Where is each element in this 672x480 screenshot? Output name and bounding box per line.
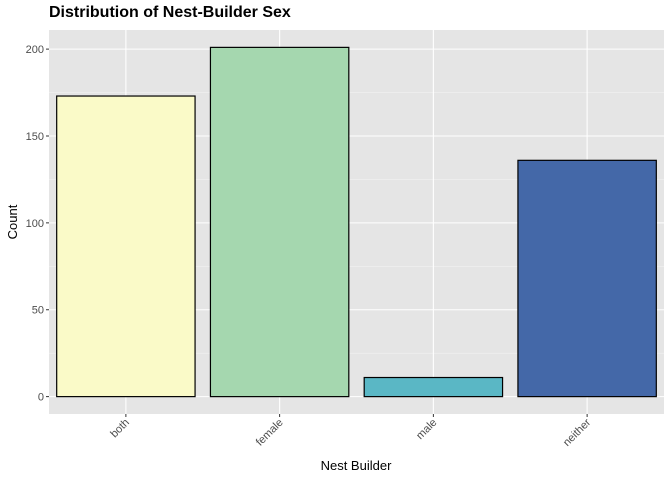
y-tick-label: 100 [26,218,44,230]
x-axis: both female male neither [108,414,593,449]
y-tick-label: 50 [32,305,44,317]
y-axis-title: Count [5,204,20,239]
bar-male [363,376,504,398]
y-tick-label: 0 [38,392,44,404]
bars [56,46,657,398]
bar-neither [517,159,657,398]
x-tick-label: male [414,417,439,442]
bar-both [56,95,196,398]
y-axis: 0 50 100 150 200 [26,44,49,404]
x-axis-title: Nest Builder [321,458,392,473]
x-tick-label: neither [561,416,594,449]
y-tick-label: 150 [26,131,44,143]
x-tick-label: female [254,417,286,449]
bar-female [209,46,350,398]
x-tick-label: both [108,417,132,441]
chart-title: Distribution of Nest-Builder Sex [49,4,291,21]
y-tick-label: 200 [26,44,44,56]
